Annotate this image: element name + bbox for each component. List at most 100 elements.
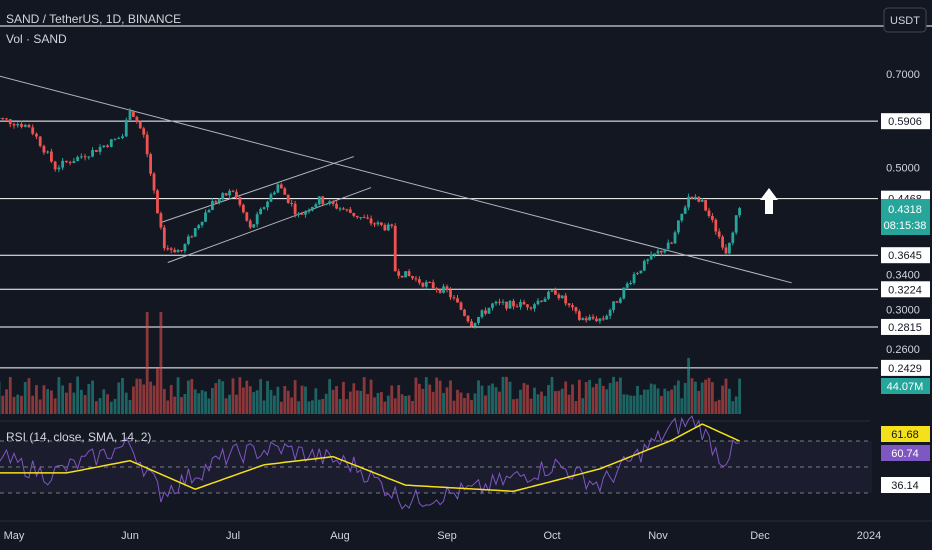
volume-bar: [300, 385, 304, 414]
candle-body: [91, 150, 94, 157]
candle-body: [625, 283, 629, 288]
candle-body: [310, 207, 314, 211]
candle-body: [487, 307, 491, 314]
candle-body: [591, 316, 595, 319]
rsi-line: [0, 415, 740, 510]
volume-bar: [424, 377, 428, 414]
volume-bar: [166, 400, 170, 414]
candle-body: [238, 196, 242, 205]
symbol-line[interactable]: SAND / TetherUS, 1D, BINANCE: [6, 12, 181, 26]
level-badge: [881, 113, 930, 130]
volume-bar: [235, 394, 238, 414]
candle-body: [670, 242, 673, 244]
level-label: 0.2429: [888, 363, 922, 375]
candle-body: [142, 128, 146, 135]
volume-bar: [445, 387, 449, 414]
volume-bar: [704, 379, 707, 414]
volume-bar: [714, 401, 718, 414]
candle-body: [283, 188, 287, 195]
candle-body: [259, 208, 263, 215]
candle-body: [50, 151, 53, 162]
candle-body: [704, 199, 707, 211]
volume-label: Vol · SAND: [6, 32, 67, 46]
volume-bar: [629, 395, 633, 414]
volume-bar: [273, 395, 276, 414]
candle-body: [231, 190, 235, 192]
x-tick-jun: Jun: [121, 530, 139, 542]
volume-bar: [683, 382, 687, 414]
volume-bar: [310, 400, 314, 414]
rsi-lines: [0, 415, 740, 510]
volume-bar: [72, 392, 76, 414]
level-label: 0.3645: [888, 250, 922, 262]
volume-bar: [431, 391, 435, 414]
candle-body: [224, 193, 228, 196]
candle-body: [5, 118, 8, 120]
volume-bar: [276, 386, 280, 414]
volume-bar: [283, 385, 287, 414]
rsi-label[interactable]: RSI (14, close, SMA, 14, 2): [6, 430, 151, 444]
volume-bar: [366, 394, 370, 414]
volume-bar: [94, 401, 98, 414]
volume-bar: [459, 392, 463, 414]
volume-bar: [304, 386, 307, 414]
volume-bar: [241, 387, 245, 414]
volume-bar: [508, 381, 512, 414]
volume-bar: [390, 385, 394, 414]
volume-bar: [152, 385, 156, 414]
volume-bar: [540, 391, 543, 414]
volume-bar: [68, 382, 72, 414]
level-badge: [881, 247, 930, 264]
volume-bar: [245, 380, 249, 414]
candle-body: [300, 213, 304, 215]
candle-body: [252, 224, 256, 228]
candle-body: [456, 298, 459, 303]
volume-bar: [608, 383, 612, 414]
volume-bar: [728, 388, 731, 414]
volume-bar: [411, 401, 414, 414]
volume-bar: [20, 395, 23, 414]
volume-bar: [721, 385, 724, 414]
volume-bar: [279, 401, 283, 414]
volume-bar: [673, 385, 677, 414]
candle-body: [666, 242, 670, 250]
volume-bar: [605, 389, 609, 414]
candle-body: [235, 191, 238, 197]
volume-bar: [731, 401, 735, 414]
candle-body: [711, 216, 714, 220]
candle-body: [473, 322, 477, 327]
volume-bar: [57, 377, 61, 414]
candle-body: [431, 282, 435, 289]
candle-body: [317, 196, 321, 205]
candle-body: [94, 150, 98, 152]
candle-body: [438, 289, 442, 293]
volume-bar: [554, 391, 557, 414]
candle-body: [526, 304, 529, 308]
volume-bar: [76, 376, 80, 414]
rsi-ma-value: 61.68: [891, 429, 919, 441]
candle-body: [355, 215, 359, 218]
volume-bar: [362, 377, 366, 414]
volume-bar: [550, 376, 554, 414]
volume-bar: [404, 395, 407, 414]
volume-bar: [5, 389, 8, 414]
candle-body: [200, 221, 204, 226]
price-axis[interactable]: 0.7000 0.5000 0.3400 0.3000 0.2600: [886, 69, 920, 356]
volume-bar: [717, 399, 721, 414]
candle-body: [452, 297, 456, 299]
last-price-badge: 0.4318 08:15:38: [881, 199, 930, 235]
volume-bar: [183, 393, 187, 414]
candle-body: [135, 116, 139, 122]
x-axis-ticks: May Jun Jul Aug Sep Oct Nov Dec 2024: [4, 530, 882, 542]
candle-body: [656, 250, 660, 254]
volume-bar: [697, 390, 701, 414]
candle-body: [193, 228, 197, 237]
volume-bar: [117, 382, 121, 414]
currency-button[interactable]: USDT: [883, 7, 927, 33]
candle-body: [128, 111, 132, 120]
candle-body: [480, 310, 484, 318]
volume-bar: [491, 383, 494, 414]
volume-bar: [380, 392, 383, 414]
candle-body: [646, 259, 650, 261]
